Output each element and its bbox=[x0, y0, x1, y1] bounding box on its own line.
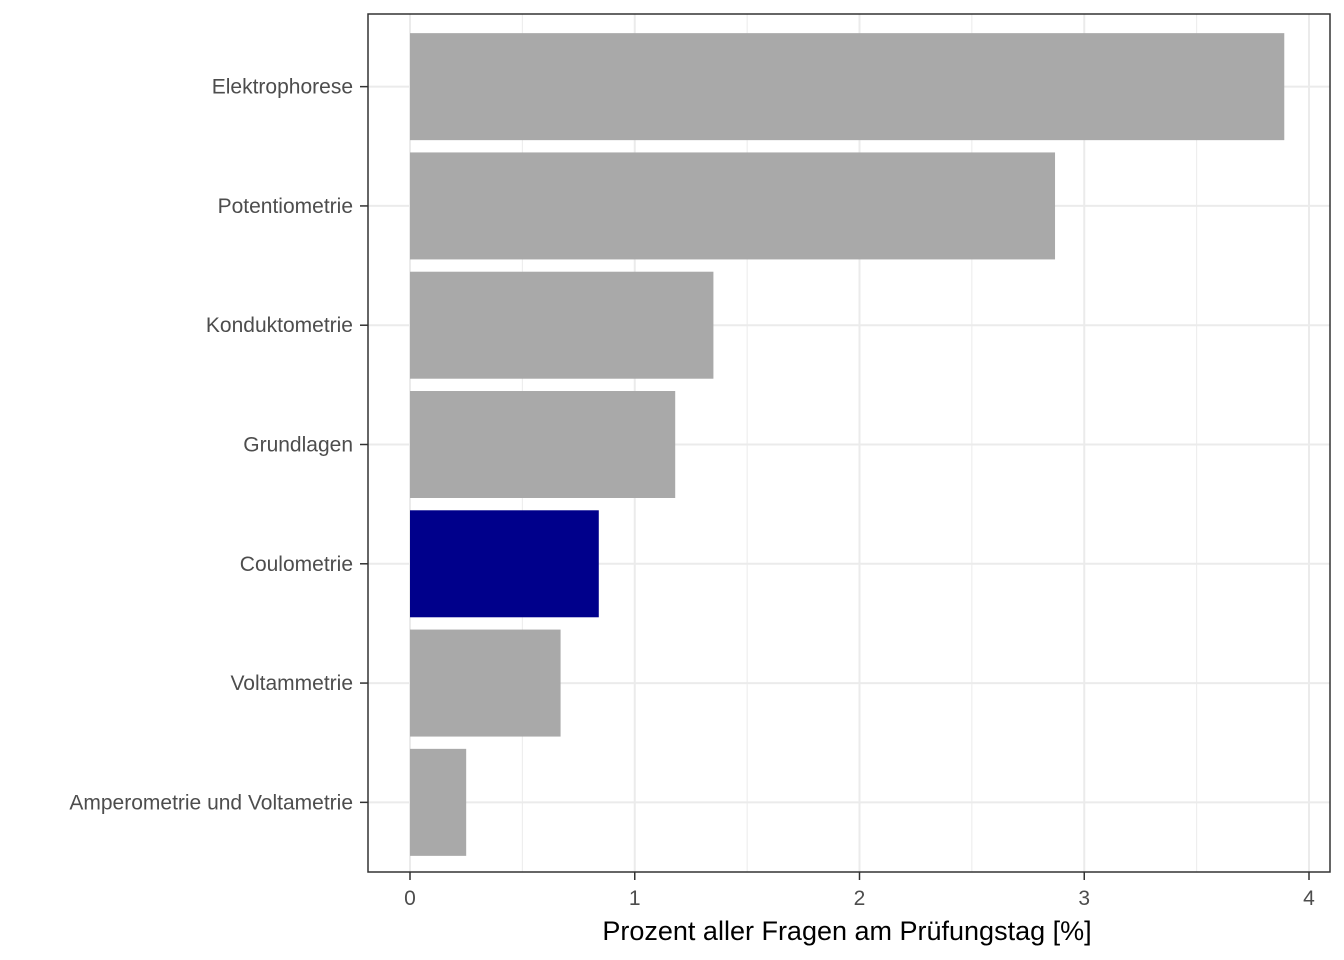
bar-elektrophorese bbox=[410, 33, 1285, 141]
y-tick-label: Coulometrie bbox=[240, 553, 353, 576]
x-tick-label: 4 bbox=[1303, 887, 1315, 910]
bar-grundlagen bbox=[410, 391, 676, 498]
x-axis-title: Prozent aller Fragen am Prüfungstag [%] bbox=[602, 916, 1091, 946]
x-tick-label: 2 bbox=[854, 887, 866, 910]
x-tick-label: 0 bbox=[404, 887, 416, 910]
bar-amperometrie-und-voltametrie bbox=[410, 748, 467, 856]
y-axis: Elektrophorese Potentiometrie Konduktometr… bbox=[69, 76, 368, 814]
bar-voltammetrie bbox=[410, 629, 561, 737]
bars bbox=[410, 33, 1285, 856]
bar-coulometrie bbox=[410, 510, 599, 618]
y-tick-label: Konduktometrie bbox=[206, 314, 353, 337]
panel-border bbox=[367, 13, 1331, 873]
y-tick-label: Voltammetrie bbox=[230, 672, 353, 695]
y-tick-label: Elektrophorese bbox=[212, 76, 353, 99]
y-tick-label: Grundlagen bbox=[243, 434, 353, 457]
x-axis: 0 1 2 3 4 bbox=[404, 872, 1315, 910]
bar-potentiometrie bbox=[410, 152, 1056, 260]
x-tick-label: 3 bbox=[1078, 887, 1090, 910]
y-tick-label: Amperometrie und Voltametrie bbox=[69, 791, 353, 814]
y-tick-label: Potentiometrie bbox=[218, 195, 353, 218]
bar-konduktometrie bbox=[410, 271, 714, 379]
x-tick-label: 1 bbox=[629, 887, 641, 910]
